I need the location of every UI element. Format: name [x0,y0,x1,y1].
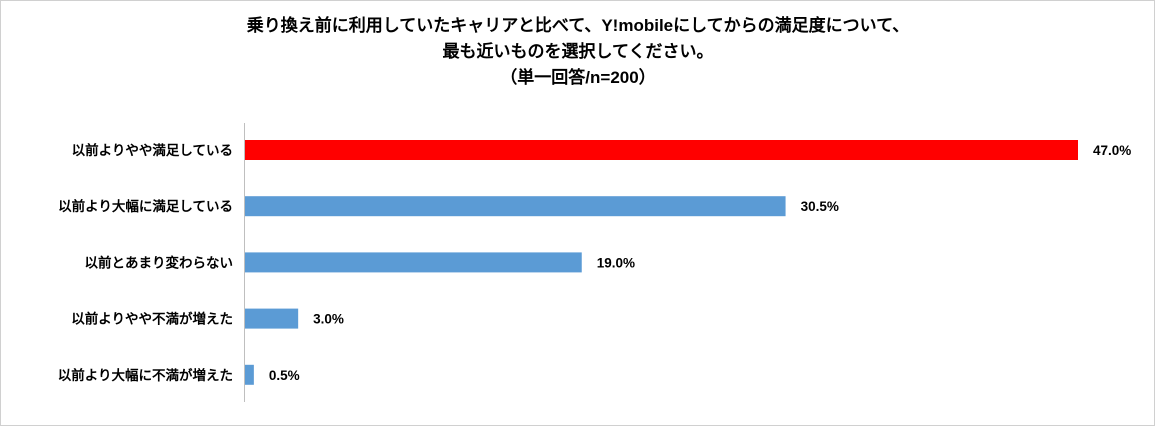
data-label: 3.0% [313,312,344,327]
data-label: 0.5% [269,368,300,383]
bar [245,252,582,273]
category-label: 以前よりやや不満が増えた [71,311,233,327]
bar [245,308,299,329]
category-label: 以前より大幅に満足している [58,198,233,214]
bar [245,196,786,217]
bar [245,140,1078,160]
category-label: 以前よりやや満足している [72,142,233,158]
data-label: 47.0% [1093,143,1131,158]
data-label: 19.0% [597,255,635,270]
bar [245,364,254,385]
data-label: 30.5% [801,199,839,214]
category-label: 以前とあまり変わらない [85,254,234,270]
chart-title-line-1: 乗り換え前に利用していたキャリアと比べて、Y!mobileにしてからの満足度につ… [246,15,910,35]
category-label: 以前より大幅に不満が増えた [58,367,233,383]
chart-title-line-2: 最も近いものを選択してください。 [443,41,714,61]
chart-title-line-3: （単一回答/n=200） [500,67,655,87]
